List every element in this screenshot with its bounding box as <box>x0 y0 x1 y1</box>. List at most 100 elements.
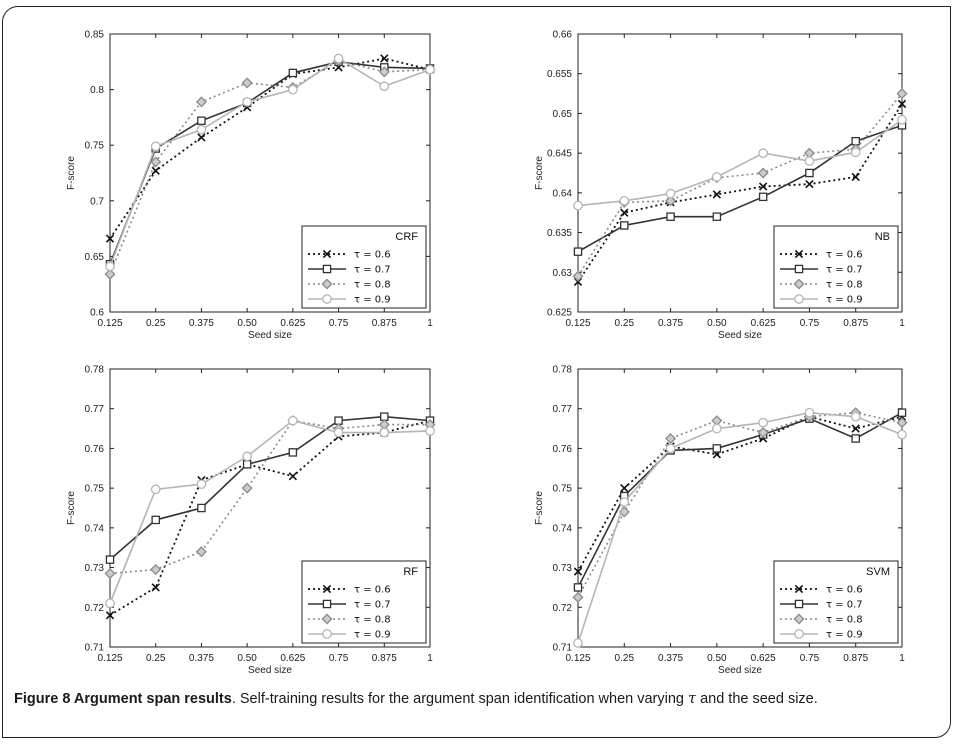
data-point <box>150 141 161 152</box>
series-line <box>577 103 903 283</box>
y-tick-label: 0.625 <box>547 308 572 319</box>
legend-label: τ = 0.8 <box>354 280 391 291</box>
legend-marker <box>321 278 333 290</box>
x-tick-label: 1 <box>427 318 433 329</box>
data-point <box>851 424 860 433</box>
data-point <box>104 568 116 580</box>
data-point <box>197 503 206 513</box>
data-point <box>897 114 907 125</box>
data-point <box>242 451 252 462</box>
series-line <box>577 93 903 277</box>
y-tick-label: 0.75 <box>85 484 105 495</box>
legend-marker <box>794 584 804 594</box>
data-point <box>380 54 389 63</box>
data-point <box>758 148 768 158</box>
chart-rf: 0.78 0.77 0.76 0.75 0.74 0.73 0.72 0.710.125 0.2… <box>66 365 436 676</box>
caption-text-after: and the seed size. <box>696 691 818 707</box>
x-tick-label: 0.50 <box>237 653 257 664</box>
legend-marker <box>322 294 332 304</box>
series-line <box>577 119 903 207</box>
y-tick-label: 0.66 <box>553 30 573 41</box>
legend-label: τ = 0.7 <box>354 600 391 611</box>
data-point <box>197 116 206 125</box>
data-point <box>665 443 676 454</box>
data-point <box>288 448 298 457</box>
series-line <box>577 411 903 598</box>
legend-marker <box>794 264 804 274</box>
series-line <box>109 415 431 561</box>
y-tick-label: 0.6 <box>90 308 104 319</box>
x-tick-label: 0.50 <box>707 318 727 329</box>
x-tick-label: 0.875 <box>372 318 397 329</box>
x-tick-label: 0.125 <box>97 318 122 329</box>
data-point <box>105 555 115 564</box>
data-point <box>105 611 115 620</box>
y-tick-label: 0.635 <box>547 228 572 239</box>
data-point <box>288 84 298 95</box>
data-point <box>104 268 116 280</box>
data-point <box>665 195 677 207</box>
legend-marker <box>794 629 804 639</box>
data-point <box>196 479 207 490</box>
y-tick-label: 0.75 <box>85 141 105 152</box>
legend-label: τ = 0.9 <box>826 295 863 306</box>
x-tick-label: 0.625 <box>280 653 305 664</box>
data-point <box>897 429 907 440</box>
y-tick-label: 0.78 <box>553 365 573 376</box>
caption-figure-label: Figure 8 <box>14 691 71 707</box>
data-point <box>241 482 253 494</box>
series-3 <box>572 407 908 603</box>
legend-marker <box>322 629 332 639</box>
y-axis-label: F-score <box>66 491 77 525</box>
data-point <box>805 168 814 178</box>
panel-label: SVM <box>866 566 890 578</box>
x-tick-label: 0.25 <box>615 653 635 664</box>
x-tick-label: 0.50 <box>237 318 257 329</box>
data-point <box>804 156 815 166</box>
data-point <box>105 598 115 609</box>
caption-text-before: . Self-training results for the argument… <box>231 691 689 707</box>
y-tick-label: 0.71 <box>85 643 105 654</box>
data-point <box>805 179 814 189</box>
legend-label: τ = 0.6 <box>826 585 863 596</box>
data-point <box>105 261 115 272</box>
data-point <box>573 277 583 286</box>
data-point <box>195 546 207 558</box>
chart-nb: 0.660.6550.650.6450.640.6350.630.6250.12… <box>534 30 908 341</box>
x-tick-label: 1 <box>427 653 433 664</box>
data-point <box>757 167 769 179</box>
legend-label: τ = 0.7 <box>354 265 391 276</box>
x-axis-label: Seed size <box>718 665 762 676</box>
data-point <box>620 208 629 217</box>
y-axis-label: F-score <box>66 156 77 190</box>
legend-marker <box>794 599 804 609</box>
series-line <box>109 57 431 240</box>
data-point <box>712 172 722 182</box>
legend: CRF τ = 0.6 τ = 0.7 τ = 0.8 τ = 0.9 <box>301 225 427 309</box>
legend-marker <box>793 278 805 290</box>
y-tick-label: 0.74 <box>553 523 573 534</box>
data-point <box>288 415 298 426</box>
data-point <box>573 567 583 576</box>
x-tick-label: 0.75 <box>329 653 349 664</box>
x-tick-label: 0.75 <box>329 318 349 329</box>
y-tick-label: 0.65 <box>553 109 573 120</box>
y-tick-label: 0.71 <box>553 643 573 654</box>
data-point <box>379 427 390 438</box>
data-point <box>333 427 344 438</box>
data-point <box>425 426 435 436</box>
data-point <box>712 423 722 434</box>
data-point <box>333 53 344 64</box>
caption-title: Figure 8 Argument span results <box>14 691 232 707</box>
data-point <box>896 88 908 100</box>
data-point <box>378 66 390 78</box>
legend: NB τ = 0.6 τ = 0.7 τ = 0.8 τ = 0.9 <box>773 225 899 309</box>
data-point <box>572 591 584 603</box>
data-point <box>665 188 676 199</box>
y-tick-label: 0.73 <box>85 563 105 574</box>
legend-marker <box>321 613 333 625</box>
series-line <box>577 411 903 644</box>
y-tick-label: 0.76 <box>553 444 573 455</box>
series-line <box>577 415 903 572</box>
